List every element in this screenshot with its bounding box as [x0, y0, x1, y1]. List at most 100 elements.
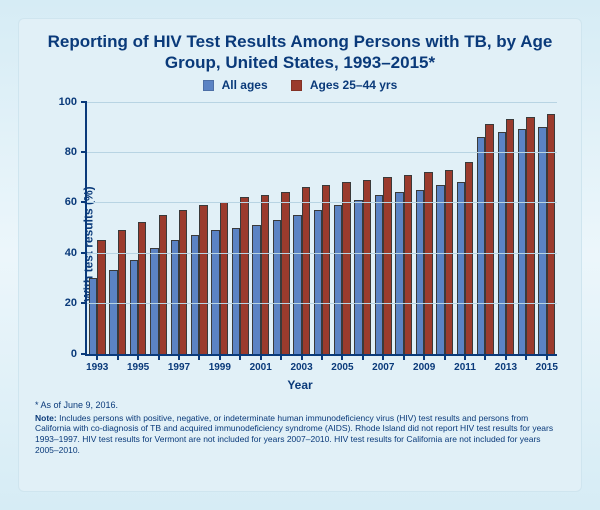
bar-ages-25-44	[220, 202, 228, 353]
bar-all-ages	[538, 127, 546, 354]
bar-ages-25-44	[485, 124, 493, 353]
x-tick	[505, 354, 507, 360]
bar-all-ages	[252, 225, 260, 354]
bar-all-ages	[171, 240, 179, 353]
x-tick-label: 2013	[495, 362, 517, 373]
bar-all-ages	[89, 278, 97, 354]
grid-line	[87, 202, 557, 203]
x-tick-label: 2007	[372, 362, 394, 373]
x-tick-label: 2003	[290, 362, 312, 373]
y-tick	[81, 353, 87, 355]
bar-ages-25-44	[302, 187, 310, 353]
x-tick	[321, 354, 323, 360]
bar-all-ages	[293, 215, 301, 354]
bar-ages-25-44	[240, 197, 248, 353]
x-tick	[198, 354, 200, 360]
x-tick-label: 2011	[454, 362, 476, 373]
x-tick-label: 1999	[209, 362, 231, 373]
legend-item-all-ages: All ages	[203, 78, 268, 92]
plot-region: 0204060801001993199519971999200120032005…	[85, 102, 557, 356]
y-tick	[81, 252, 87, 254]
x-tick	[362, 354, 364, 360]
x-tick-label: 1997	[168, 362, 190, 373]
x-tick-label: 1995	[127, 362, 149, 373]
x-tick	[137, 354, 139, 360]
x-tick	[117, 354, 119, 360]
bar-ages-25-44	[445, 170, 453, 354]
x-tick	[178, 354, 180, 360]
x-tick-label: 2009	[413, 362, 435, 373]
bar-ages-25-44	[342, 182, 350, 353]
x-tick	[260, 354, 262, 360]
x-tick	[525, 354, 527, 360]
y-tick-label: 0	[71, 348, 77, 360]
bar-all-ages	[109, 270, 117, 353]
bar-ages-25-44	[281, 192, 289, 353]
x-tick-label: 1993	[86, 362, 108, 373]
footnote-note-label: Note:	[35, 413, 57, 423]
y-tick	[81, 302, 87, 304]
bar-ages-25-44	[424, 172, 432, 353]
bar-ages-25-44	[97, 240, 105, 353]
bar-ages-25-44	[159, 215, 167, 354]
y-tick-label: 40	[65, 247, 77, 259]
y-tick	[81, 151, 87, 153]
x-tick	[382, 354, 384, 360]
x-tick-label: 2005	[331, 362, 353, 373]
bar-all-ages	[498, 132, 506, 354]
x-tick	[280, 354, 282, 360]
x-tick	[403, 354, 405, 360]
bar-all-ages	[375, 195, 383, 354]
x-tick	[546, 354, 548, 360]
chart-panel: Reporting of HIV Test Results Among Pers…	[18, 18, 582, 492]
legend-label-1: All ages	[222, 78, 268, 92]
x-tick	[239, 354, 241, 360]
bar-all-ages	[273, 220, 281, 354]
bar-all-ages	[477, 137, 485, 354]
y-tick-label: 80	[65, 146, 77, 158]
x-tick	[158, 354, 160, 360]
bar-ages-25-44	[383, 177, 391, 353]
legend: All ages Ages 25–44 yrs	[35, 78, 565, 92]
bar-ages-25-44	[547, 114, 555, 353]
bar-all-ages	[232, 228, 240, 354]
grid-line	[87, 253, 557, 254]
x-tick	[341, 354, 343, 360]
y-tick	[81, 101, 87, 103]
bar-ages-25-44	[179, 210, 187, 354]
bar-all-ages	[150, 248, 158, 354]
bars-container	[87, 102, 557, 354]
y-tick-label: 100	[59, 96, 77, 108]
footnote-note: Note: Includes persons with positive, ne…	[35, 413, 565, 456]
y-tick-label: 20	[65, 297, 77, 309]
x-tick	[423, 354, 425, 360]
bar-ages-25-44	[363, 180, 371, 354]
legend-label-2: Ages 25–44 yrs	[310, 78, 397, 92]
bar-all-ages	[314, 210, 322, 354]
bar-ages-25-44	[118, 230, 126, 353]
x-tick	[301, 354, 303, 360]
y-tick-label: 60	[65, 196, 77, 208]
bar-all-ages	[416, 190, 424, 354]
grid-line	[87, 152, 557, 153]
bar-ages-25-44	[138, 222, 146, 353]
legend-swatch-1	[203, 80, 214, 91]
x-axis-label: Year	[287, 378, 312, 392]
chart-area: With test results (%) 020406080100199319…	[35, 94, 565, 394]
grid-line	[87, 303, 557, 304]
bar-all-ages	[334, 205, 342, 354]
bar-ages-25-44	[261, 195, 269, 354]
x-tick	[219, 354, 221, 360]
bar-all-ages	[457, 182, 465, 353]
grid-line	[87, 102, 557, 103]
bar-ages-25-44	[465, 162, 473, 354]
bar-all-ages	[436, 185, 444, 354]
x-tick	[464, 354, 466, 360]
footnote-asof: * As of June 9, 2016.	[35, 400, 565, 411]
y-tick	[81, 201, 87, 203]
chart-title: Reporting of HIV Test Results Among Pers…	[35, 31, 565, 74]
legend-swatch-2	[291, 80, 302, 91]
x-tick	[444, 354, 446, 360]
footnote-note-text: Includes persons with positive, negative…	[35, 413, 553, 455]
x-tick-label: 2001	[250, 362, 272, 373]
